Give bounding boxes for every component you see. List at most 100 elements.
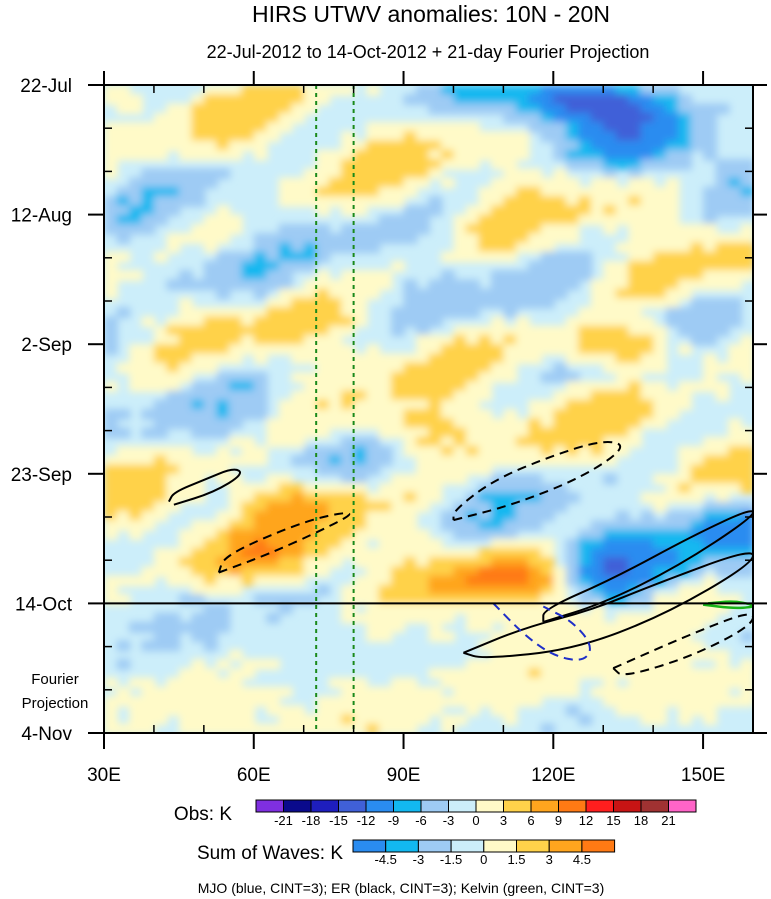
anomaly-cell	[703, 140, 718, 152]
anomaly-cell	[728, 159, 742, 170]
anomaly-cell	[203, 714, 218, 726]
anomaly-cell	[653, 288, 668, 300]
anomaly-cell	[341, 372, 356, 383]
anomaly-cell	[378, 399, 393, 411]
anomaly-cell	[540, 547, 555, 559]
anomaly-cell	[565, 177, 580, 189]
anomaly-cell	[278, 112, 293, 124]
anomaly-cell	[328, 242, 343, 254]
anomaly-cell	[353, 362, 368, 374]
anomaly-cell	[153, 122, 168, 133]
anomaly-cell	[291, 427, 306, 439]
anomaly-cell	[603, 529, 618, 541]
anomaly-cell	[453, 427, 468, 439]
anomaly-cell	[129, 223, 143, 235]
anomaly-cell	[690, 131, 705, 143]
anomaly-cell	[253, 399, 268, 411]
anomaly-cell	[690, 640, 705, 652]
anomaly-cell	[316, 307, 331, 318]
anomaly-cell	[391, 390, 406, 402]
anomaly-cell	[166, 344, 181, 355]
anomaly-cell	[141, 501, 156, 513]
reference-lines	[315, 85, 355, 733]
anomaly-cell	[615, 288, 630, 300]
anomaly-cell	[278, 344, 293, 355]
anomaly-cell	[129, 501, 143, 513]
anomaly-cell	[266, 566, 281, 578]
anomaly-cell	[703, 714, 718, 726]
anomaly-cell	[540, 510, 555, 522]
anomaly-cell	[453, 557, 468, 568]
anomaly-cell	[603, 270, 618, 281]
anomaly-cell	[453, 149, 468, 161]
anomaly-cell	[403, 297, 418, 309]
anomaly-cell	[228, 214, 243, 226]
anomaly-cell	[603, 640, 618, 652]
anomaly-cell	[416, 149, 430, 161]
anomaly-cell	[303, 510, 318, 522]
anomaly-cell	[528, 658, 543, 670]
anomaly-cell	[391, 362, 406, 374]
anomaly-cell	[528, 538, 543, 550]
anomaly-cell	[490, 233, 505, 244]
anomaly-cell	[153, 612, 168, 624]
anomaly-cell	[465, 427, 480, 439]
anomaly-cell	[391, 677, 406, 689]
anomaly-cell	[353, 696, 368, 707]
anomaly-cell	[203, 603, 218, 615]
anomaly-cell	[603, 520, 618, 531]
anomaly-cell	[540, 122, 555, 133]
anomaly-cell	[690, 233, 705, 244]
anomaly-cell	[316, 483, 331, 494]
anomaly-cell	[366, 464, 381, 476]
anomaly-cell	[253, 455, 268, 467]
anomaly-cell	[441, 566, 455, 578]
anomaly-cell	[515, 279, 530, 291]
anomaly-cell	[528, 112, 543, 124]
anomaly-cell	[703, 557, 718, 568]
anomaly-cell	[166, 473, 181, 485]
anomaly-cell	[728, 362, 742, 374]
anomaly-cell	[291, 501, 306, 513]
anomaly-cell	[640, 658, 655, 670]
anomaly-cell	[278, 594, 293, 605]
anomaly-cell	[166, 455, 181, 467]
anomaly-cell	[153, 409, 168, 420]
anomaly-cell	[740, 538, 753, 550]
anomaly-cell	[528, 640, 543, 652]
anomaly-cell	[715, 297, 730, 309]
anomaly-cell	[565, 344, 580, 355]
anomaly-cell	[665, 307, 680, 318]
anomaly-cell	[341, 242, 356, 254]
anomaly-cell	[166, 233, 181, 244]
anomaly-cell	[628, 297, 643, 309]
anomaly-cell	[615, 696, 630, 707]
anomaly-cell	[366, 714, 381, 726]
anomaly-cell	[703, 307, 718, 318]
anomaly-cell	[690, 446, 705, 457]
anomaly-cell	[628, 85, 643, 96]
anomaly-cell	[416, 288, 430, 300]
anomaly-cell	[578, 557, 593, 568]
anomaly-cell	[403, 418, 418, 430]
anomaly-cell	[403, 501, 418, 513]
anomaly-cell	[253, 288, 268, 300]
anomaly-cell	[465, 372, 480, 383]
colorbar-level-label: 21	[661, 813, 675, 828]
anomaly-cell	[104, 131, 118, 143]
anomaly-cell	[665, 177, 680, 189]
anomaly-cell	[291, 344, 306, 355]
anomaly-cell	[253, 122, 268, 133]
anomaly-cell	[178, 131, 193, 143]
x-tick-label: 120E	[531, 765, 575, 786]
anomaly-cell	[528, 288, 543, 300]
anomaly-cell	[416, 696, 430, 707]
anomaly-cell	[153, 557, 168, 568]
anomaly-cell	[141, 131, 156, 143]
anomaly-cell	[216, 307, 231, 318]
anomaly-cell	[590, 205, 605, 217]
anomaly-cell	[391, 409, 406, 420]
anomaly-cell	[590, 140, 605, 152]
anomaly-cell	[129, 131, 143, 143]
anomaly-cell	[129, 362, 143, 374]
